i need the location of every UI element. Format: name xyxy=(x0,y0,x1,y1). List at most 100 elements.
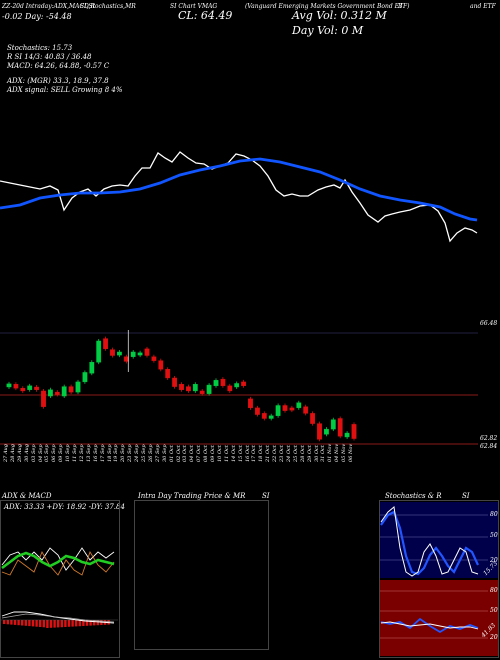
candle-body xyxy=(268,415,274,419)
intraday-panel-si: SI xyxy=(262,492,270,500)
candle-body xyxy=(248,398,253,409)
candle-body xyxy=(234,383,240,388)
macd-histogram-bar xyxy=(46,620,49,628)
intraday-panel xyxy=(134,500,269,650)
date-tick: 26 Sep xyxy=(147,444,154,462)
candle-body xyxy=(241,381,246,387)
stoch-k-line xyxy=(380,506,479,577)
moving-average-line xyxy=(0,157,478,222)
date-tick: 22 Oct xyxy=(272,445,279,462)
macd-histogram-bar xyxy=(39,620,42,627)
candle-body xyxy=(337,418,343,437)
candle-body xyxy=(179,384,184,390)
date-tick: 04 Oct xyxy=(189,445,196,462)
macd-histogram-bar xyxy=(67,620,71,627)
date-tick: 06 Nov xyxy=(348,443,354,462)
day-vol: Day Vol: 0 M xyxy=(292,24,364,37)
macd-histogram-bar xyxy=(82,620,85,626)
candle-body xyxy=(289,407,295,411)
macd-histogram-bar xyxy=(35,620,38,627)
date-tick: 16 Sep xyxy=(92,444,99,462)
date-tick: 11 Sep xyxy=(72,444,78,462)
macd-histogram-bar xyxy=(93,620,96,626)
macd-histogram-bar xyxy=(96,620,99,626)
date-tick: 14 Oct xyxy=(230,445,237,462)
macd-histogram-bar xyxy=(49,620,53,628)
stoch-d-line xyxy=(380,510,479,576)
adx-readout: ADX: (MGR) 33.3, 18.9, 37.8 xyxy=(7,77,109,85)
macd-histogram-bar xyxy=(21,620,24,626)
candle-body xyxy=(75,381,81,393)
candle-body xyxy=(61,386,67,397)
header-b: B xyxy=(398,3,403,10)
macd-histogram-bar xyxy=(31,620,35,627)
macd-histogram-bar xyxy=(71,620,74,627)
candle-body xyxy=(213,380,219,387)
candle-body xyxy=(116,351,122,356)
candle-body xyxy=(296,402,302,409)
macd-histogram-bar xyxy=(85,620,89,626)
candle-body xyxy=(110,349,115,356)
date-tick: 23 Oct xyxy=(279,445,285,462)
avg-vol: Avg Vol: 0.312 M xyxy=(292,9,387,22)
macd-histogram-bar xyxy=(17,620,20,626)
date-tick: 17 Sep xyxy=(99,444,106,462)
rsi-line-white xyxy=(380,621,479,630)
candle-body xyxy=(317,423,322,440)
candle-body xyxy=(130,351,136,357)
macd-histogram-bar xyxy=(75,620,78,627)
header-top-mid2: SI Chart VMAG xyxy=(170,3,218,10)
macd-histogram-bar xyxy=(89,620,92,626)
date-tick: 03 Sep xyxy=(30,444,37,462)
candle-body xyxy=(172,377,177,387)
candle-body xyxy=(199,390,205,394)
stoch-readout: Stochastics: 15.73 xyxy=(7,44,73,52)
adx-signal: ADX signal: SELL Growing 8 4% xyxy=(7,86,123,94)
rsi-level-80: 80 xyxy=(490,587,498,594)
macd-histogram-bar xyxy=(24,620,27,626)
date-tick: 12 Sep xyxy=(78,444,85,462)
macd-histogram-bar xyxy=(13,620,17,625)
date-tick: 04 Sep xyxy=(37,444,44,462)
header-title: (Vanguard Emerging Markets Government Bo… xyxy=(245,3,410,10)
date-tick: 30 Aug xyxy=(23,444,30,462)
price-label-lower1: 62.82 xyxy=(480,435,498,442)
macd-readout: MACD: 64.26, 64.88, -0.57 C xyxy=(7,62,110,70)
date-tick: 24 Sep xyxy=(134,444,141,462)
candle-body xyxy=(123,356,129,362)
candle-body xyxy=(41,390,46,407)
macd-histogram-bar xyxy=(57,620,60,628)
candle-body xyxy=(165,369,171,379)
candle-body xyxy=(206,384,212,394)
date-tick: 28 Aug xyxy=(9,444,16,462)
macd-histogram-bar xyxy=(78,620,81,627)
candle-body xyxy=(103,338,109,350)
rsi-line-blue xyxy=(380,617,479,634)
date-tick: 07 Oct xyxy=(196,445,203,462)
macd-histogram-bar xyxy=(53,620,56,628)
macd-histogram-bar xyxy=(60,620,63,628)
date-tick: 30 Oct xyxy=(313,445,320,462)
date-tick: 10 Sep xyxy=(65,444,72,462)
adx-macd-panel xyxy=(0,500,120,658)
price-label-upper: 66.48 xyxy=(480,320,498,327)
candle-body xyxy=(282,405,288,411)
date-tick: 18 Sep xyxy=(106,444,113,462)
intraday-panel-title: Intra Day Trading Price & MR xyxy=(138,492,246,500)
date-tick: 13 Sep xyxy=(85,444,92,462)
rsi-level-50: 50 xyxy=(490,607,498,614)
candle-body xyxy=(344,432,350,438)
price-label-lower2: 62.84 xyxy=(480,443,498,450)
rsi-background xyxy=(380,580,498,656)
candle-body xyxy=(34,386,40,390)
date-tick: 27 Sep xyxy=(154,444,161,462)
candle-body xyxy=(151,356,157,361)
day-change: -0.02 Day: -54.48 xyxy=(2,12,72,21)
macd-histogram-bar xyxy=(6,620,9,625)
macd-histogram-bar xyxy=(3,620,6,624)
candle-body xyxy=(351,424,357,439)
date-tick: 15 Oct xyxy=(237,445,244,462)
candle-body xyxy=(54,391,60,395)
header-top-left: ZZ-20d Intraday:ADX,MACD,R xyxy=(2,3,96,10)
